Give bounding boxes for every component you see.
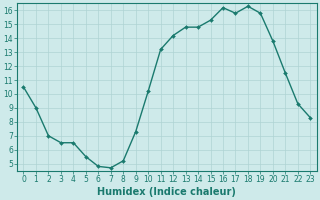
X-axis label: Humidex (Indice chaleur): Humidex (Indice chaleur) [98, 187, 236, 197]
